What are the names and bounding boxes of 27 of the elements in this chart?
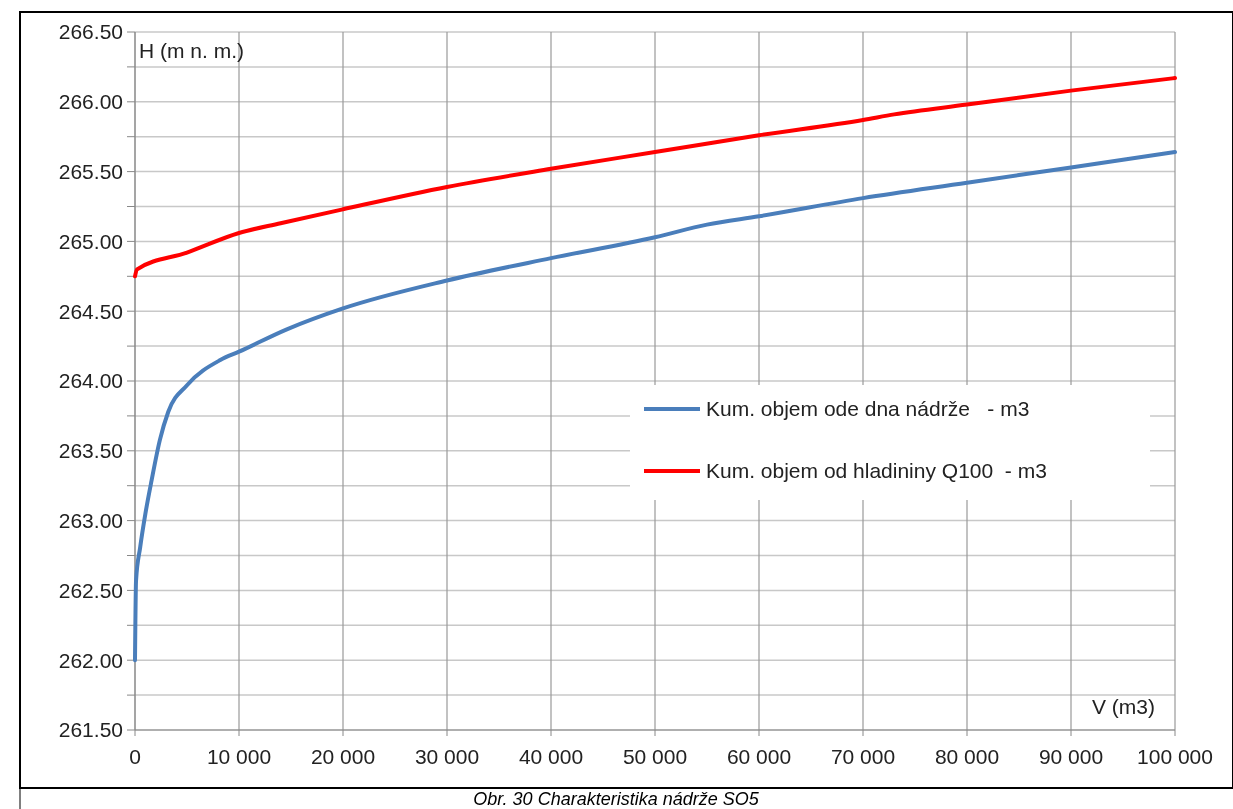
y-tick-label: 266.50	[58, 20, 123, 44]
x-tick-label: 10 000	[206, 745, 272, 768]
x-tick-label: 70 000	[830, 745, 896, 768]
x-tick-label: 60 000	[726, 745, 792, 768]
x-axis-title: V (m3)	[1092, 695, 1155, 718]
x-tick-label: 30 000	[414, 745, 480, 768]
x-tick-label: 100 000	[1137, 745, 1213, 768]
text: Obr. 30 Charakteristika nádrže SO5	[473, 789, 760, 809]
x-tick-label: 20 000	[310, 745, 376, 768]
x-tick-label: 90 000	[1038, 745, 1104, 768]
legend-label: Kum. objem ode dna nádrže - m3	[706, 397, 1030, 421]
y-tick-label: 265.50	[58, 159, 123, 183]
x-tick-label: 50 000	[622, 745, 688, 768]
x-tick-label: 40 000	[518, 745, 584, 768]
y-tick-label: 264.00	[58, 369, 123, 393]
y-tick-label: 266.00	[58, 90, 123, 114]
y-tick-label: 263.50	[58, 439, 123, 463]
y-tick-label: 265.00	[58, 229, 123, 253]
y-tick-label: 263.00	[58, 508, 123, 532]
y-tick-label: 262.50	[58, 578, 123, 602]
x-tick-label: 0	[129, 745, 141, 768]
y-tick-label: 262.00	[58, 648, 123, 672]
y-tick-label: 261.50	[58, 718, 123, 742]
legend-label: Kum. objem od hladininy Q100 - m3	[706, 459, 1047, 483]
y-tick-label: 264.50	[58, 299, 123, 323]
x-tick-label: 80 000	[934, 745, 1000, 768]
y-axis-title: H (m n. m.)	[139, 39, 244, 62]
